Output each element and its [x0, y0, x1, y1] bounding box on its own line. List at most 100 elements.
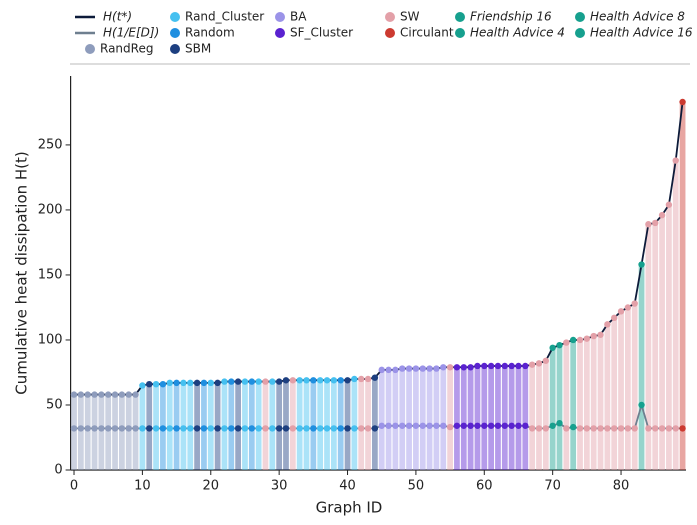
dot-top	[597, 331, 604, 338]
dot-top	[371, 374, 379, 381]
dot-top	[344, 377, 351, 384]
dot-top	[139, 382, 146, 389]
bar	[358, 378, 365, 470]
bar	[289, 380, 296, 470]
dot-top	[132, 391, 139, 398]
dot-top	[221, 378, 228, 385]
dot-top	[289, 377, 297, 384]
bar	[132, 394, 139, 470]
bar	[515, 365, 522, 470]
dot-top	[214, 379, 221, 387]
bar	[77, 394, 84, 470]
bar	[679, 102, 686, 471]
dot-top	[528, 361, 536, 368]
bar	[447, 367, 453, 470]
legend-marker	[275, 12, 285, 22]
x-tick-label: 30	[271, 479, 288, 494]
bar	[460, 367, 467, 470]
dot-top	[440, 364, 447, 371]
bar	[317, 380, 324, 470]
dot-low	[576, 425, 584, 432]
dot-low	[296, 425, 303, 432]
bar	[125, 394, 132, 470]
bar	[501, 365, 508, 470]
dot-top	[337, 377, 344, 384]
dot-top	[282, 377, 290, 384]
dot-low	[522, 422, 529, 429]
dot-low	[378, 422, 385, 429]
dot-top	[631, 300, 638, 307]
bar	[399, 368, 406, 470]
dot-low	[159, 425, 167, 432]
dot-low	[91, 425, 98, 432]
legend-label: SF_Cluster	[290, 26, 353, 40]
dot-top	[125, 391, 132, 398]
dot-low	[583, 425, 591, 432]
bar	[84, 394, 91, 470]
dot-low	[624, 425, 632, 432]
dot-top	[515, 362, 522, 370]
legend-marker	[455, 12, 465, 22]
bar	[583, 338, 590, 470]
dot-top	[569, 336, 577, 344]
dot-low	[146, 425, 153, 432]
dot-top	[207, 379, 214, 387]
legend-label: BA	[290, 10, 307, 24]
legend-marker	[575, 12, 585, 22]
bar	[549, 347, 556, 470]
dot-top	[105, 391, 112, 398]
dot-top	[508, 362, 515, 370]
bar	[365, 378, 371, 470]
dot-top	[563, 339, 570, 346]
dot-top	[180, 379, 187, 387]
dot-top	[378, 366, 385, 374]
dot-top	[316, 377, 324, 384]
dot-top	[255, 378, 262, 385]
dot-top	[166, 379, 173, 387]
dot-top	[412, 365, 420, 372]
legend-label: Health Advice 16	[590, 26, 693, 40]
dot-top	[645, 221, 652, 228]
dot-low	[542, 425, 550, 432]
dot-top	[98, 391, 105, 398]
dot-low	[371, 425, 379, 432]
dot-low	[118, 425, 126, 432]
dot-top	[426, 365, 433, 372]
legend-marker	[275, 28, 285, 38]
dot-top	[399, 365, 406, 372]
bar	[433, 368, 440, 470]
dot-low	[508, 422, 515, 429]
dot-low	[535, 425, 543, 432]
dot-top	[392, 366, 399, 374]
bar	[577, 339, 583, 470]
dot-low	[528, 425, 536, 432]
bar	[666, 204, 672, 470]
dot-top	[262, 378, 269, 385]
dot-top	[77, 391, 85, 398]
y-tick-label: 250	[38, 137, 63, 152]
dot-low	[255, 425, 262, 432]
dot-low	[105, 425, 112, 432]
dot-top	[187, 379, 194, 387]
y-tick-label: 100	[38, 332, 63, 347]
dot-top	[590, 332, 597, 340]
bar	[372, 377, 378, 470]
dot-low	[289, 425, 297, 432]
dot-low	[515, 422, 522, 429]
bar	[563, 342, 570, 470]
bar	[324, 380, 330, 470]
bar	[419, 368, 426, 470]
dot-top	[542, 357, 550, 364]
dot-low	[611, 425, 618, 432]
dot-low	[467, 422, 474, 429]
dot-top	[303, 377, 310, 384]
dot-top	[330, 377, 338, 384]
dot-top	[433, 365, 440, 372]
bar	[378, 369, 385, 470]
dot-low	[337, 425, 344, 432]
bar	[529, 364, 536, 470]
dot-low	[241, 425, 249, 432]
legend-marker	[170, 28, 180, 38]
legend-label: H(1/E[D])	[103, 26, 159, 40]
dot-top	[84, 391, 91, 398]
